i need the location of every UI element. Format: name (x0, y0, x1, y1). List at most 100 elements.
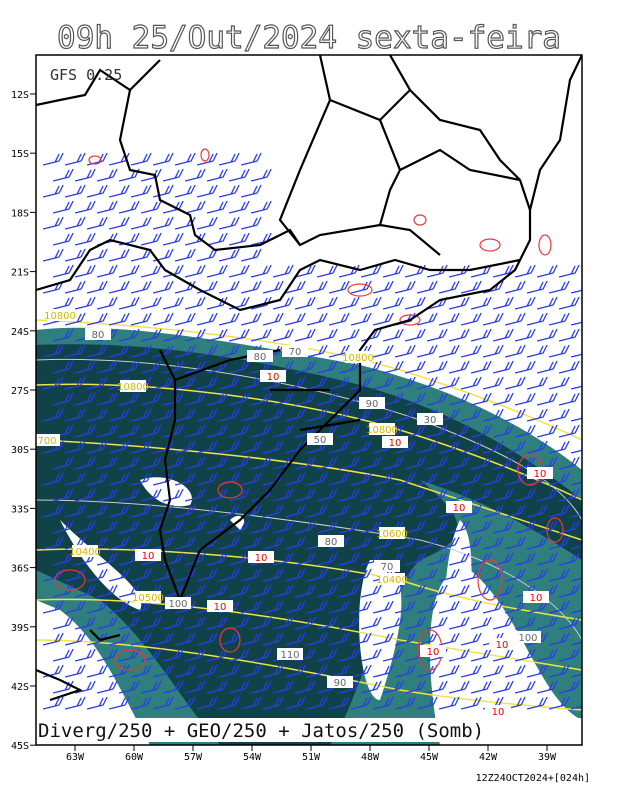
contour-label: 10 (530, 593, 543, 604)
wind-barb (162, 328, 184, 342)
wind-barb (460, 440, 482, 454)
wind-barb (74, 168, 96, 182)
wind-barb (272, 424, 294, 438)
contour-label: 10 (427, 647, 440, 658)
wind-barb (294, 616, 316, 630)
wind-barb (52, 232, 74, 246)
wind-barb (140, 488, 162, 502)
wind-barb (460, 408, 482, 422)
wind-barb (426, 552, 448, 566)
wind-barb (492, 552, 514, 566)
wind-barb (140, 232, 162, 246)
wind-barb (438, 344, 460, 358)
wind-barb (514, 296, 536, 310)
contour-label: 10 (255, 553, 268, 564)
wind-barb (196, 504, 218, 518)
wind-barb (184, 648, 206, 662)
wind-barb (96, 200, 118, 214)
wind-barb (206, 200, 228, 214)
wind-barb (316, 264, 338, 278)
wind-barb (338, 680, 360, 694)
wind-barb (372, 344, 394, 358)
contour-label-bg (277, 648, 303, 660)
wind-barb (74, 392, 96, 406)
wind-barb (42, 184, 64, 198)
wind-barb (184, 552, 206, 566)
wind-barb (448, 360, 470, 374)
wind-barb (448, 552, 470, 566)
wind-barb (96, 680, 118, 694)
wind-barb (118, 200, 140, 214)
wind-barb (548, 312, 570, 326)
wind-barb (228, 680, 250, 694)
wind-barb (382, 296, 404, 310)
wind-barb (438, 696, 460, 710)
wind-barb (350, 472, 372, 486)
wind-barb (404, 584, 426, 598)
wind-barb (108, 472, 130, 486)
wind-barb (294, 456, 316, 470)
wind-barb (130, 440, 152, 454)
wind-barb (536, 680, 558, 694)
wind-barb (64, 600, 86, 614)
wind-barb (294, 360, 316, 374)
wind-barb (196, 408, 218, 422)
wind-barb (526, 280, 548, 294)
wind-barb (448, 424, 470, 438)
wind-barb (448, 680, 470, 694)
wind-barb (294, 488, 316, 502)
wind-barb (140, 264, 162, 278)
wind-barb (328, 568, 350, 582)
lon-label: 51W (302, 752, 321, 763)
wind-barb (536, 328, 558, 342)
wind-barb (460, 472, 482, 486)
wind-barb (514, 616, 536, 630)
wind-barb (448, 648, 470, 662)
wind-barb (382, 584, 404, 598)
wind-barb (96, 488, 118, 502)
lon-label: 54W (243, 752, 262, 763)
wind-barb (74, 648, 96, 662)
wind-barb (394, 632, 416, 646)
wind-barb (52, 648, 74, 662)
wind-barb (196, 152, 218, 166)
wind-barb (228, 392, 250, 406)
wind-barb (426, 392, 448, 406)
wind-barb (460, 600, 482, 614)
wind-barb (174, 696, 196, 710)
wind-barb (372, 376, 394, 390)
wind-barb (74, 488, 96, 502)
wind-barb (492, 456, 514, 470)
wind-barb (360, 264, 382, 278)
wind-barb (86, 472, 108, 486)
wind-barb (482, 600, 504, 614)
wind-barb (86, 376, 108, 390)
wind-barb (470, 456, 492, 470)
wind-barb (184, 488, 206, 502)
wind-barb (206, 296, 228, 310)
wind-barb (96, 424, 118, 438)
wind-barb (350, 440, 372, 454)
contour-label: 10800 (366, 425, 398, 436)
wind-barbs (42, 152, 582, 710)
wind-barb (558, 552, 580, 566)
wind-barb (438, 312, 460, 326)
wind-barb (42, 600, 64, 614)
contour-label: 80 (325, 537, 338, 548)
wind-barb (74, 584, 96, 598)
wind-barb (372, 664, 394, 678)
wind-barb (140, 456, 162, 470)
wind-barb (74, 200, 96, 214)
wind-barb (184, 424, 206, 438)
wind-barb (184, 392, 206, 406)
wind-barb (250, 456, 272, 470)
wind-barb (338, 584, 360, 598)
contour-label-bg (527, 467, 553, 479)
wind-barb (316, 296, 338, 310)
wind-barb (86, 568, 108, 582)
wind-barb (394, 664, 416, 678)
contour-label: 10 (267, 372, 280, 383)
wind-barb (174, 504, 196, 518)
wind-barb (218, 280, 240, 294)
wind-barb (416, 504, 438, 518)
